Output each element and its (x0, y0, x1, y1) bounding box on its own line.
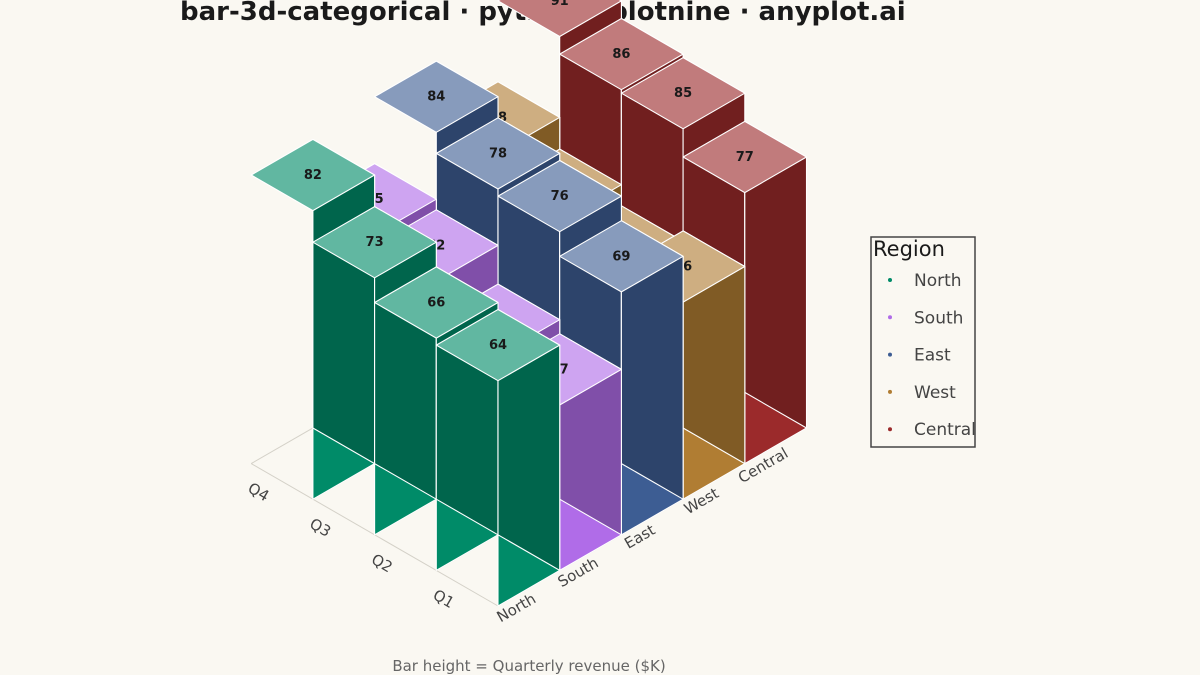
legend-item-south: South (888, 308, 963, 328)
bar-face-top (435, 117, 561, 190)
value-label: 85 (674, 86, 692, 101)
bar-north-q1: 64 (435, 308, 561, 607)
bar-face-top (497, 0, 622, 38)
bar-south-q1: 47 (497, 333, 622, 571)
legend-item-west: West (888, 383, 956, 403)
bar-face-top (374, 266, 499, 339)
y-tick-label: Q3 (307, 515, 334, 541)
value-label: 78 (489, 146, 507, 161)
legend-label: East (914, 346, 951, 366)
bar-face-top (250, 138, 376, 212)
legend-item-east: East (888, 346, 951, 366)
value-label: 82 (304, 168, 322, 183)
value-label: 66 (427, 295, 445, 310)
value-label: 84 (427, 90, 445, 105)
legend-label: North (914, 271, 962, 291)
bar-face-top (497, 159, 622, 233)
y-tick-label: Q4 (245, 479, 272, 505)
bars-group: 9168868459856578537782627656735169664764 (250, 0, 808, 607)
legend-item-north: North (888, 271, 962, 291)
legend-box (870, 236, 976, 448)
value-label: 76 (551, 189, 569, 204)
y-tick-label: Q1 (430, 586, 457, 612)
bar-face-top (312, 206, 437, 279)
legend: Region North South East West Central (870, 236, 976, 448)
value-label: 86 (612, 47, 630, 62)
bar-central-q1: 77 (682, 120, 808, 465)
legend-label: South (914, 308, 963, 328)
legend-marker (888, 352, 892, 357)
bar-face-top (559, 17, 684, 91)
bar-face-top (559, 220, 684, 293)
legend-item-central: Central (888, 420, 976, 440)
legend-label: Central (914, 420, 976, 440)
bar-north-q4: 82 (250, 138, 376, 500)
legend-title: Region (873, 237, 945, 261)
legend-marker (888, 315, 892, 320)
legend-label: West (914, 383, 956, 403)
value-label: 73 (366, 235, 384, 250)
bar-face-top (435, 308, 561, 382)
bar-face-top (374, 60, 499, 133)
value-label: 91 (551, 0, 569, 9)
chart-caption: Bar height = Quarterly revenue ($K) (392, 657, 665, 675)
y-tick-label: Q2 (368, 550, 395, 576)
value-label: 69 (612, 249, 630, 264)
value-label: 64 (489, 338, 507, 353)
legend-marker (888, 389, 892, 394)
value-label: 77 (736, 150, 754, 165)
legend-marker (888, 278, 892, 282)
bar-face-top (682, 120, 808, 194)
bar-face-top (620, 57, 746, 130)
legend-marker (888, 427, 892, 432)
bar-east-q1: 69 (559, 220, 684, 536)
